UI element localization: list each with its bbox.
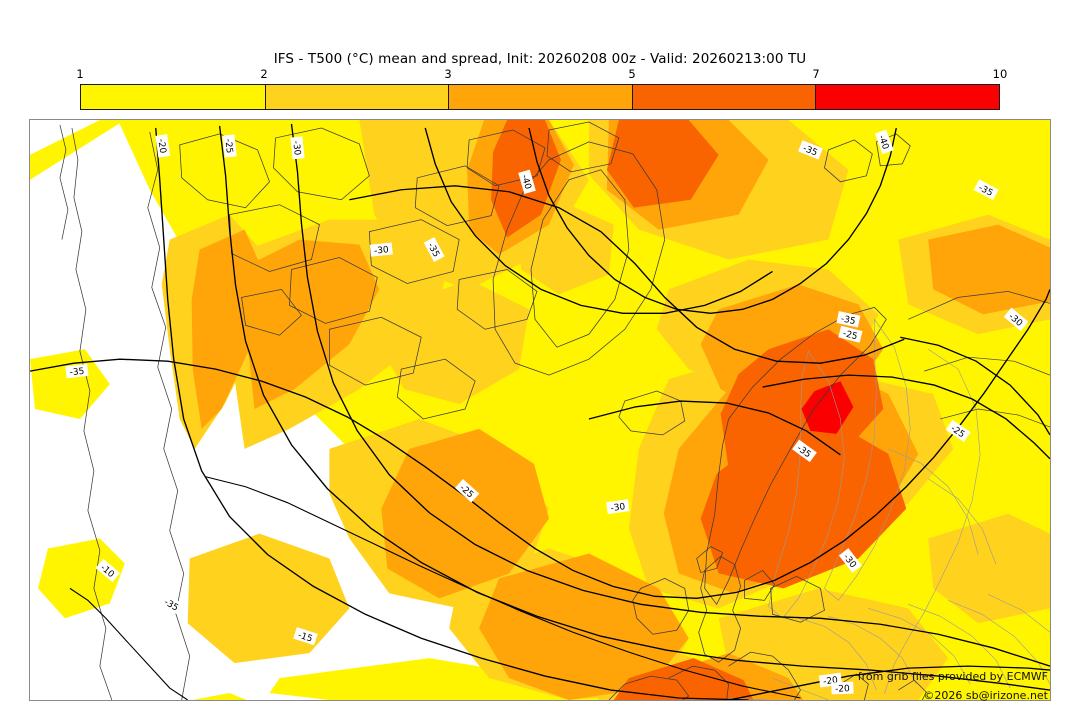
- colorbar-tick-label: 2: [260, 67, 268, 81]
- svg-text:-30: -30: [610, 502, 626, 514]
- coastlines-layer: [59, 121, 1050, 700]
- contour-minus30-northeast: [900, 336, 1050, 436]
- svg-text:-25: -25: [222, 138, 233, 154]
- contour-minus35-long: [30, 289, 1050, 600]
- svg-text:-15: -15: [297, 631, 314, 645]
- svg-text:-20: -20: [835, 684, 850, 695]
- contour-minus30-mid: [588, 400, 841, 456]
- contour-minus10: [69, 587, 188, 700]
- svg-text:-20: -20: [823, 675, 839, 687]
- colorbar-tick-label: 7: [812, 67, 820, 81]
- credit-source: from grib files provided by ECMWF: [857, 670, 1048, 683]
- contour-minus40-loop: [528, 127, 897, 315]
- svg-text:-30: -30: [290, 140, 302, 156]
- colorbar-tick-label: 10: [992, 67, 1008, 81]
- colorbar-band-2: [264, 85, 449, 109]
- svg-text:-20: -20: [155, 138, 167, 154]
- colorbar-band-4: [631, 85, 816, 109]
- colorbar: 1 2 3 5 7 10: [76, 67, 1007, 110]
- colorbar-band-3: [448, 85, 632, 109]
- contour-minus20-south: [728, 665, 1050, 700]
- contour-minus25-west: [218, 125, 1050, 691]
- contour-minus35-arc: [424, 127, 773, 315]
- map-graphic: -10 -15 -20 -20: [30, 120, 1050, 700]
- spread-shading-layer: [30, 120, 1050, 700]
- contour-minus25-east: [762, 374, 1050, 460]
- svg-text:-30: -30: [374, 245, 390, 256]
- colorbar-band-1: [81, 85, 265, 109]
- contour-minus20-west: [155, 127, 749, 700]
- colorbar-bands: [80, 84, 1000, 110]
- svg-text:-25: -25: [842, 329, 859, 342]
- colorbar-band-5: [815, 85, 999, 109]
- colorbar-tick-label: 3: [444, 67, 452, 81]
- svg-text:-35: -35: [69, 367, 85, 378]
- contour-minus30-main: [290, 123, 1050, 667]
- colorbar-tick-label: 5: [628, 67, 636, 81]
- colorbar-tick-label: 1: [76, 67, 84, 81]
- spread-band-5-7: [491, 120, 907, 700]
- credit-copyright: ©2026 sb@irizone.net: [923, 689, 1048, 702]
- contour-lines-layer: [30, 123, 1050, 700]
- contour-labels-layer: -10 -15 -20 -20: [65, 129, 1029, 695]
- svg-text:-40: -40: [519, 174, 533, 191]
- contour-minus30-north: [349, 185, 905, 364]
- svg-text:-35: -35: [840, 314, 856, 327]
- page-title: IFS - T500 (°C) mean and spread, Init: 2…: [273, 51, 807, 67]
- map-panel: -10 -15 -20 -20: [29, 119, 1051, 701]
- svg-text:-40: -40: [876, 134, 891, 151]
